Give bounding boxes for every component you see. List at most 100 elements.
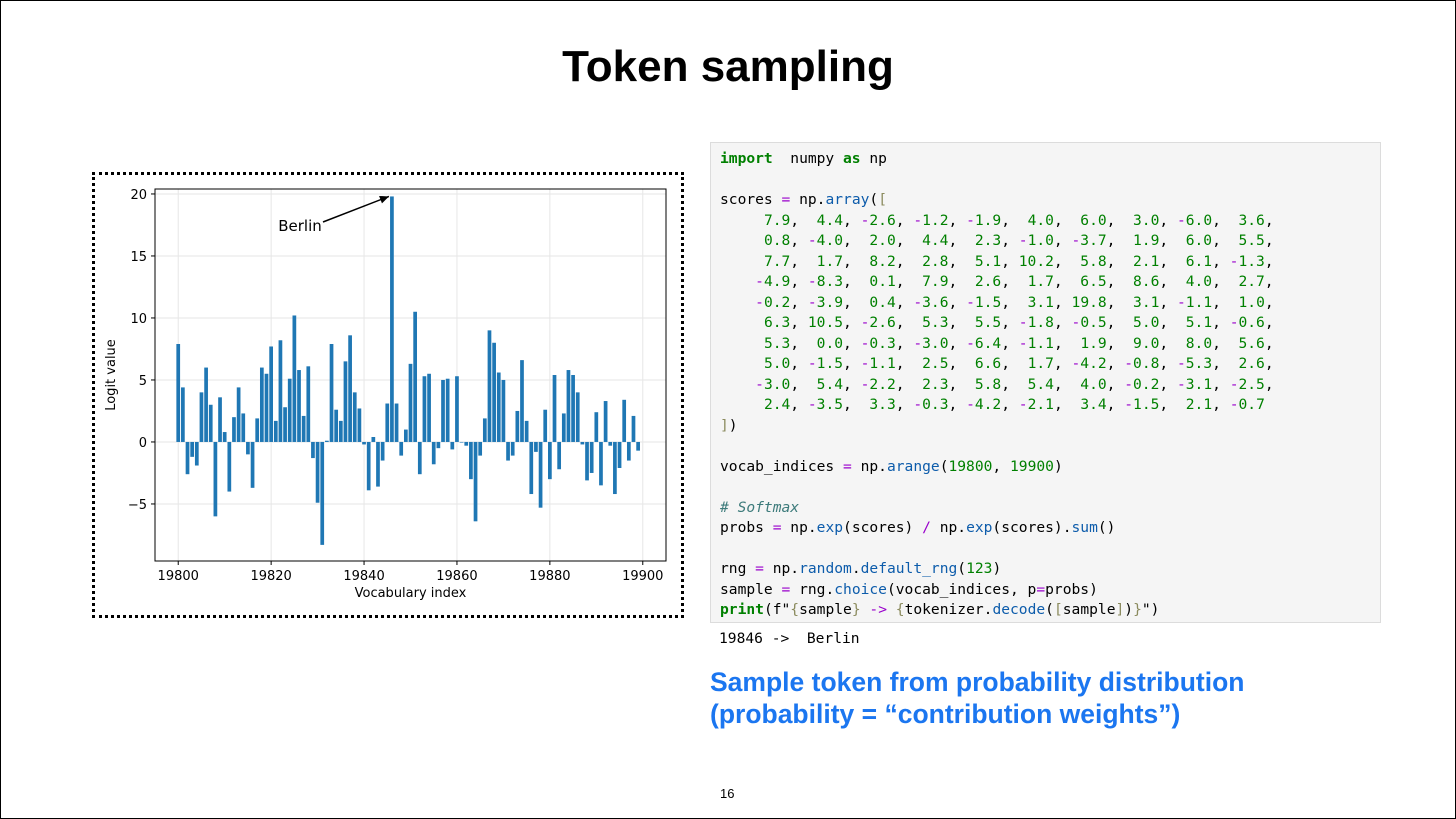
code-line-import: import numpy as np (720, 150, 887, 167)
code-token: ( (1045, 601, 1054, 618)
bar (589, 441, 594, 473)
bar (376, 441, 380, 487)
bar (181, 387, 185, 442)
bar (548, 441, 552, 480)
bar (259, 367, 264, 442)
x-tick-label: 19900 (622, 569, 663, 584)
code-token: rng (720, 560, 756, 577)
bar (329, 344, 334, 442)
bar (473, 441, 478, 522)
code-line-print: print(f"{sample} -> {tokenizer.decode([s… (720, 601, 1159, 618)
code-cell[interactable]: import numpy as np scores = np.array([ 7… (710, 142, 1381, 623)
code-token: np. (763, 560, 800, 577)
bar (571, 375, 575, 442)
bar (283, 407, 287, 442)
plot-frame (154, 188, 667, 562)
explanation-note: Sample token from probability distributi… (710, 666, 1244, 730)
code-token: numpy (772, 150, 844, 167)
code-token: (vocab_indices, p (886, 580, 1037, 598)
bar (208, 404, 213, 442)
code-token: , (992, 457, 1010, 475)
code-token: . (851, 560, 861, 577)
bar (250, 441, 255, 488)
bar (334, 409, 339, 442)
y-tick-label: 15 (130, 250, 147, 265)
bar (390, 196, 394, 442)
code-token: { (895, 601, 905, 618)
bar (561, 413, 566, 442)
bar (278, 340, 283, 442)
code-token: choice (834, 580, 887, 598)
bar (338, 420, 343, 442)
bar (227, 441, 232, 492)
code-token: = (1036, 580, 1046, 598)
code-token: ") (1141, 601, 1160, 618)
bar (199, 392, 204, 442)
code-token: np. (790, 191, 826, 208)
code-token: np. (781, 519, 817, 536)
bar (617, 441, 622, 468)
bar (524, 420, 529, 442)
bar (422, 376, 427, 442)
code-line-probs: probs = np.exp(scores) / np.exp(scores).… (720, 519, 1115, 536)
code-line-scores: scores = np.array([ (720, 191, 887, 208)
x-axis-label: Vocabulary index (355, 586, 467, 601)
bar (622, 399, 627, 442)
bar (325, 440, 329, 442)
bar (352, 392, 357, 442)
bar (236, 387, 241, 442)
bar (399, 441, 404, 456)
annotation-arrowhead (379, 195, 389, 204)
bar (636, 441, 640, 451)
bar (246, 441, 250, 455)
bar (264, 373, 269, 442)
bar (357, 408, 362, 442)
code-token: tokenizer. (904, 601, 993, 618)
bar (213, 441, 218, 517)
bar (362, 441, 366, 445)
bar (603, 401, 608, 442)
code-token: (scores). (992, 519, 1072, 536)
code-token: (f" (763, 601, 791, 618)
bar (613, 441, 617, 495)
code-score-row: 6.3, 10.5, -2.6, 5.3, 5.5, -1.8, -0.5, 5… (763, 314, 1274, 331)
bar (232, 417, 236, 442)
bar (413, 311, 418, 442)
code-token: scores (720, 191, 782, 208)
bar (506, 441, 510, 461)
code-token: ] (1115, 601, 1125, 618)
bar (445, 378, 450, 442)
bar (594, 412, 599, 442)
code-line-vocab: vocab_indices = np.arange(19800, 19900) (720, 458, 1063, 475)
bar (320, 441, 325, 545)
bar (478, 441, 483, 456)
bar (380, 441, 385, 461)
code-token: sample (1062, 601, 1116, 618)
code-token: } (851, 601, 861, 618)
code-score-row: -4.9, -8.3, 0.1, 7.9, 2.6, 1.7, 6.5, 8.6… (755, 273, 1274, 290)
bar (311, 441, 315, 459)
code-score-row: 2.4, -3.5, 3.3, -0.3, -4.2, -2.1, 3.4, -… (763, 396, 1265, 413)
code-token: sample (799, 601, 852, 618)
bar (371, 437, 376, 442)
bar (427, 373, 431, 442)
code-token: vocab_indices (720, 457, 844, 475)
bar (436, 441, 441, 449)
bar (464, 441, 469, 446)
code-token: ( (869, 191, 879, 208)
x-tick-label: 19860 (436, 569, 477, 584)
bar (459, 441, 464, 443)
code-token: ( (939, 457, 949, 475)
bar (441, 379, 445, 442)
code-token: 19800 (948, 457, 993, 475)
bar (501, 379, 506, 442)
bar (408, 363, 413, 442)
code-line-close: ]) (720, 417, 738, 434)
bar (575, 392, 580, 442)
bar (557, 441, 562, 470)
code-token: ) (1124, 601, 1134, 618)
code-output: 19846 -> Berlin (719, 630, 860, 647)
code-token: () (1097, 519, 1116, 536)
code-token: -> (869, 601, 887, 618)
y-tick-label: 0 (139, 436, 147, 451)
